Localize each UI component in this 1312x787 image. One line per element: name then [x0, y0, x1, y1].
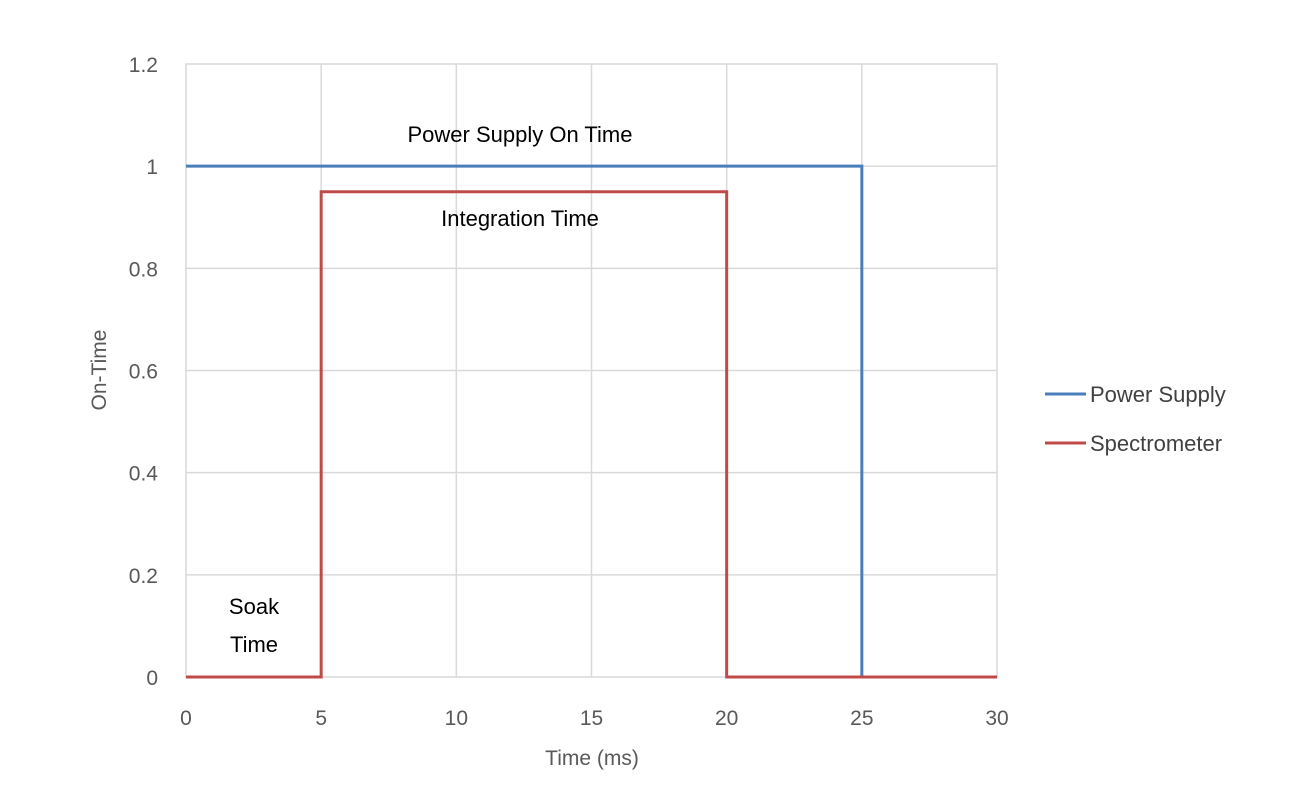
legend-label-power-supply: Power Supply — [1090, 382, 1226, 407]
annotation-soak-line2: Time — [230, 632, 278, 657]
x-tick-label: 10 — [445, 707, 468, 730]
x-tick-label: 5 — [315, 707, 327, 730]
annotation-soak-line1: Soak — [229, 594, 280, 619]
series-line-spectrometer — [186, 190, 997, 679]
x-axis-title: Time (ms) — [545, 747, 639, 770]
x-tick-label: 0 — [180, 707, 192, 730]
x-tick-label: 20 — [715, 707, 738, 730]
y-tick-label: 1.2 — [129, 54, 158, 77]
y-tick-label: 0.4 — [129, 463, 159, 486]
y-tick-labels: 0 0.2 0.4 0.6 0.8 1 1.2 — [129, 54, 159, 690]
x-tick-labels: 0 5 10 15 20 25 30 — [180, 707, 1009, 730]
legend: Power Supply Spectrometer — [1045, 382, 1226, 456]
annotation-power-supply-on-time: Power Supply On Time — [408, 122, 633, 147]
y-tick-label: 0.8 — [129, 258, 158, 281]
legend-label-spectrometer: Spectrometer — [1090, 431, 1222, 456]
y-tick-label: 1 — [146, 156, 158, 179]
y-tick-label: 0.2 — [129, 565, 158, 588]
y-tick-label: 0.6 — [129, 361, 158, 384]
x-tick-label: 15 — [580, 707, 603, 730]
x-tick-label: 30 — [985, 707, 1008, 730]
y-axis-title: On-Time — [88, 330, 111, 411]
x-tick-label: 25 — [850, 707, 873, 730]
y-tick-label: 0 — [146, 667, 158, 690]
series-lines — [186, 164, 997, 679]
annotation-integration-time: Integration Time — [441, 206, 599, 231]
